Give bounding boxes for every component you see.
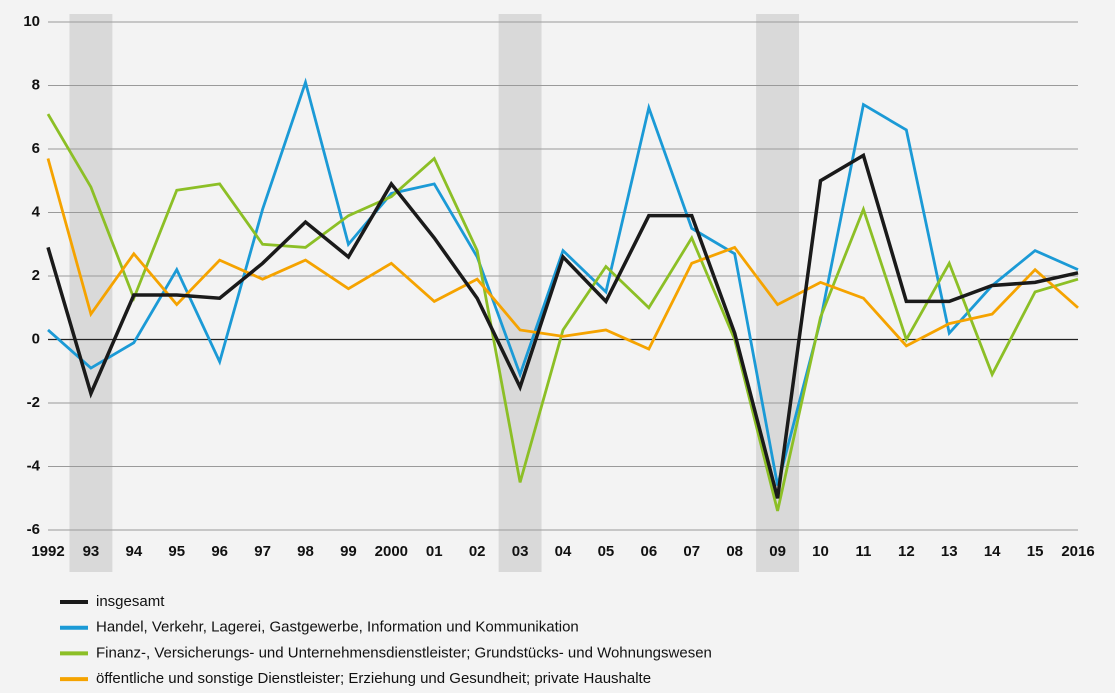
x-tick-label: 94 bbox=[125, 543, 142, 560]
legend-label: Finanz-, Versicherungs- und Unternehmens… bbox=[96, 644, 712, 661]
y-tick-label: 6 bbox=[32, 140, 40, 157]
series-line bbox=[46, 158, 1079, 351]
x-tick-label: 96 bbox=[211, 543, 228, 560]
x-tick-label: 01 bbox=[426, 543, 443, 560]
x-tick-label: 1992 bbox=[31, 543, 64, 560]
y-tick-label: -2 bbox=[27, 394, 40, 411]
x-tick-label: 95 bbox=[168, 543, 185, 560]
x-tick-label: 15 bbox=[1027, 543, 1044, 560]
x-tick-label: 14 bbox=[984, 543, 1001, 560]
x-tick-label: 08 bbox=[726, 543, 743, 560]
series-line bbox=[46, 152, 1079, 499]
y-tick-label: -4 bbox=[27, 457, 41, 474]
x-tick-label: 04 bbox=[555, 543, 572, 560]
x-tick-label: 06 bbox=[640, 543, 657, 560]
x-tick-label: 02 bbox=[469, 543, 486, 560]
x-tick-label: 98 bbox=[297, 543, 314, 560]
x-tick-label: 2000 bbox=[375, 543, 408, 560]
x-tick-label: 09 bbox=[769, 543, 786, 560]
legend-label: öffentliche und sonstige Dienstleister; … bbox=[96, 670, 651, 687]
x-tick-label: 03 bbox=[512, 543, 529, 560]
legend-label: Handel, Verkehr, Lagerei, Gastgewerbe, I… bbox=[96, 619, 579, 636]
x-tick-label: 11 bbox=[855, 543, 871, 560]
highlight-band bbox=[498, 14, 542, 572]
x-tick-label: 93 bbox=[83, 543, 100, 560]
x-tick-label: 10 bbox=[812, 543, 829, 560]
x-tick-label: 97 bbox=[254, 543, 271, 560]
y-tick-label: -6 bbox=[27, 521, 40, 538]
series-line bbox=[46, 113, 1079, 512]
series-line bbox=[47, 77, 1079, 486]
x-tick-label: 07 bbox=[683, 543, 700, 560]
y-tick-label: 4 bbox=[32, 203, 41, 220]
x-tick-label: 2016 bbox=[1061, 543, 1094, 560]
x-tick-label: 13 bbox=[941, 543, 958, 560]
x-tick-label: 12 bbox=[898, 543, 915, 560]
x-tick-label: 99 bbox=[340, 543, 357, 560]
y-tick-label: 2 bbox=[32, 267, 40, 284]
y-tick-label: 8 bbox=[32, 76, 40, 93]
legend-label: insgesamt bbox=[96, 593, 165, 610]
y-tick-label: 10 bbox=[23, 13, 40, 30]
y-tick-label: 0 bbox=[32, 330, 40, 347]
x-tick-label: 05 bbox=[598, 543, 615, 560]
